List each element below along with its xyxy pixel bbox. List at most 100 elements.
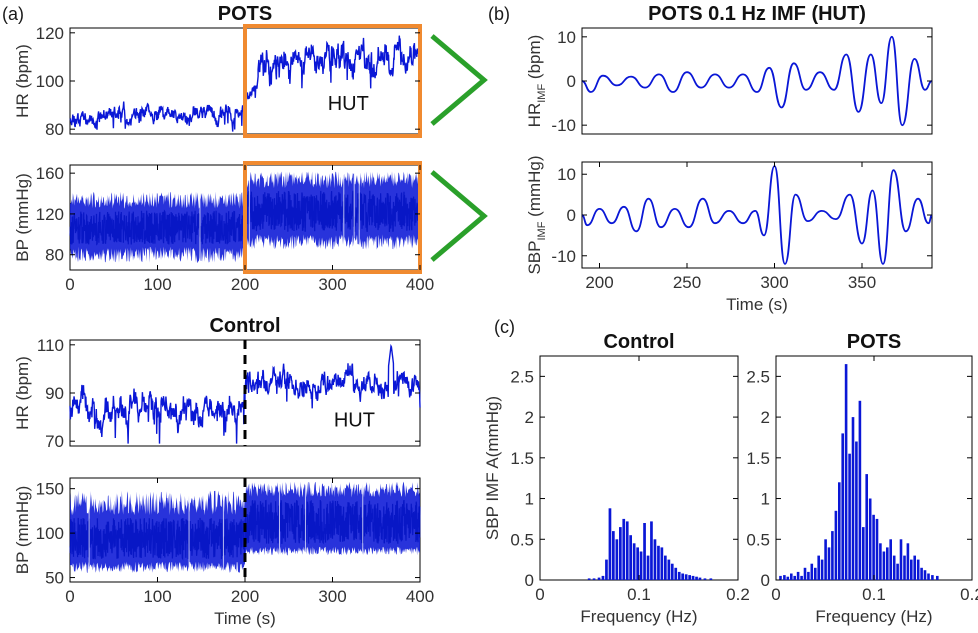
chart-sbp-imf: -10 0 10 200 250 300 350 SBPIMF (mmHg) Time (s) xyxy=(525,155,933,314)
x-tick-label: 0 xyxy=(771,585,780,604)
histogram-bar xyxy=(703,578,707,580)
histogram-bar xyxy=(855,441,858,580)
histogram-bar xyxy=(674,567,678,580)
histogram-bar xyxy=(601,575,605,580)
hut-annotation: HUT xyxy=(328,93,369,115)
chart-hr-imf: -10 0 10 HRIMF (bpm) POTS 0.1 Hz IMF (HUT) xyxy=(525,3,933,135)
y-axis-label: HR (bpm) xyxy=(13,44,32,118)
histogram-bar xyxy=(667,559,671,580)
y-axis-label-unit: (bpm) xyxy=(525,35,544,84)
histogram-bar xyxy=(677,571,681,580)
histogram-bar xyxy=(646,555,650,580)
y-tick-label: 80 xyxy=(45,246,64,265)
chart-control-hr: HUT 70 90 110 HR (bpm) Control xyxy=(13,315,421,451)
x-tick-label: 0.2 xyxy=(726,585,750,604)
x-tick-label: 300 xyxy=(760,273,788,292)
histogram-bar xyxy=(639,551,643,580)
y-axis-label: BP (mmHg) xyxy=(13,486,32,574)
histogram-bar xyxy=(858,400,862,580)
chart-pots-bp: 80 120 160 0 100 200 300 400 BP (mmHg) xyxy=(13,161,434,294)
histogram-bar xyxy=(896,563,899,580)
histogram-bar xyxy=(865,474,868,580)
histogram-bar xyxy=(605,559,608,580)
y-axis-label-main: HR (bpm) xyxy=(13,44,32,118)
hut-annotation: HUT xyxy=(334,410,375,432)
histogram-bar xyxy=(597,577,601,580)
y-tick-label: 100 xyxy=(36,72,64,91)
panel-label-a: (a) xyxy=(2,4,24,24)
y-tick-label: 1 xyxy=(761,490,770,509)
histogram-bar xyxy=(831,531,834,580)
x-tick-label: 0 xyxy=(65,275,74,294)
y-axis-label: SBPIMF (mmHg) xyxy=(525,155,548,274)
histogram-bar xyxy=(886,547,889,580)
histogram-bar xyxy=(709,578,713,580)
x-tick-label: 0 xyxy=(535,585,544,604)
histogram-bar xyxy=(653,539,657,580)
chart-title: POTS xyxy=(218,3,272,25)
y-tick-label: 160 xyxy=(36,164,64,183)
x-axis-label: Frequency (Hz) xyxy=(815,607,932,626)
y-axis-label-main: HR (bpm) xyxy=(13,356,32,430)
histogram-bar xyxy=(824,539,827,580)
y-tick-label: 1.5 xyxy=(746,449,770,468)
histogram-bar xyxy=(688,575,691,580)
histogram-bar xyxy=(841,433,844,580)
y-tick-label: 120 xyxy=(36,24,64,43)
y-axis-label-sub: IMF xyxy=(536,84,548,103)
histogram-bar xyxy=(879,543,882,580)
y-axis-label: SBP IMF A(mmHg) xyxy=(483,396,502,540)
chart-title: POTS 0.1 Hz IMF (HUT) xyxy=(648,3,866,25)
x-tick-label: 250 xyxy=(673,273,701,292)
histogram-bar xyxy=(931,575,934,580)
y-axis-label: BP (mmHg) xyxy=(13,173,32,261)
histogram-bar xyxy=(615,539,619,580)
y-tick-label: -10 xyxy=(551,116,576,135)
histogram-bar xyxy=(643,523,646,580)
histogram-bar xyxy=(632,543,636,580)
y-tick-label: 150 xyxy=(36,480,64,499)
y-tick-label: 2 xyxy=(525,408,534,427)
y-tick-label: 90 xyxy=(45,384,64,403)
chart-title: POTS xyxy=(847,331,901,353)
x-tick-label: 0.1 xyxy=(627,585,651,604)
histogram-bar xyxy=(684,574,688,580)
hut-highlight-box xyxy=(243,161,422,274)
histogram-bar xyxy=(889,539,892,580)
histogram-bar xyxy=(629,535,632,580)
panel-label-b: (b) xyxy=(488,4,510,24)
y-tick-label: 0 xyxy=(761,571,770,590)
chart-pots-hist: 0 0.5 1 1.5 2 2.5 0 0.1 0.2 Frequency (Hz) POTS xyxy=(746,331,978,626)
histogram-bar xyxy=(810,563,814,580)
histogram-bar xyxy=(899,539,903,580)
series-line xyxy=(581,165,933,265)
histogram-bar xyxy=(838,482,841,580)
y-axis-label-main: BP (mmHg) xyxy=(13,173,32,261)
histogram-bar xyxy=(916,559,920,580)
histogram-bar xyxy=(783,575,786,580)
y-tick-label: 0 xyxy=(567,72,576,91)
x-axis-label: Time (s) xyxy=(726,295,788,314)
histogram-bar xyxy=(851,417,855,580)
y-tick-label: 50 xyxy=(45,569,64,588)
histogram-bar xyxy=(927,573,930,580)
series-line xyxy=(581,35,933,127)
x-tick-label: 0.2 xyxy=(960,585,978,604)
y-axis-label-main: HR xyxy=(525,103,544,128)
plot-frame xyxy=(539,355,739,581)
y-tick-label: 100 xyxy=(36,524,64,543)
x-tick-label: 200 xyxy=(231,275,259,294)
y-tick-label: 2.5 xyxy=(746,367,770,386)
histogram-bar xyxy=(670,563,674,580)
x-tick-label: 400 xyxy=(406,275,434,294)
histogram-bar xyxy=(691,575,695,580)
histogram-bar xyxy=(882,551,886,580)
y-axis-label-main: SBP IMF A(mmHg) xyxy=(483,396,502,540)
histogram-bar xyxy=(892,555,896,580)
x-tick-label: 0.1 xyxy=(862,585,886,604)
arrow-chevron-bottom xyxy=(430,170,488,262)
histogram-bar xyxy=(936,575,939,580)
histogram-bar xyxy=(803,567,807,580)
x-tick-label: 0 xyxy=(65,587,74,606)
